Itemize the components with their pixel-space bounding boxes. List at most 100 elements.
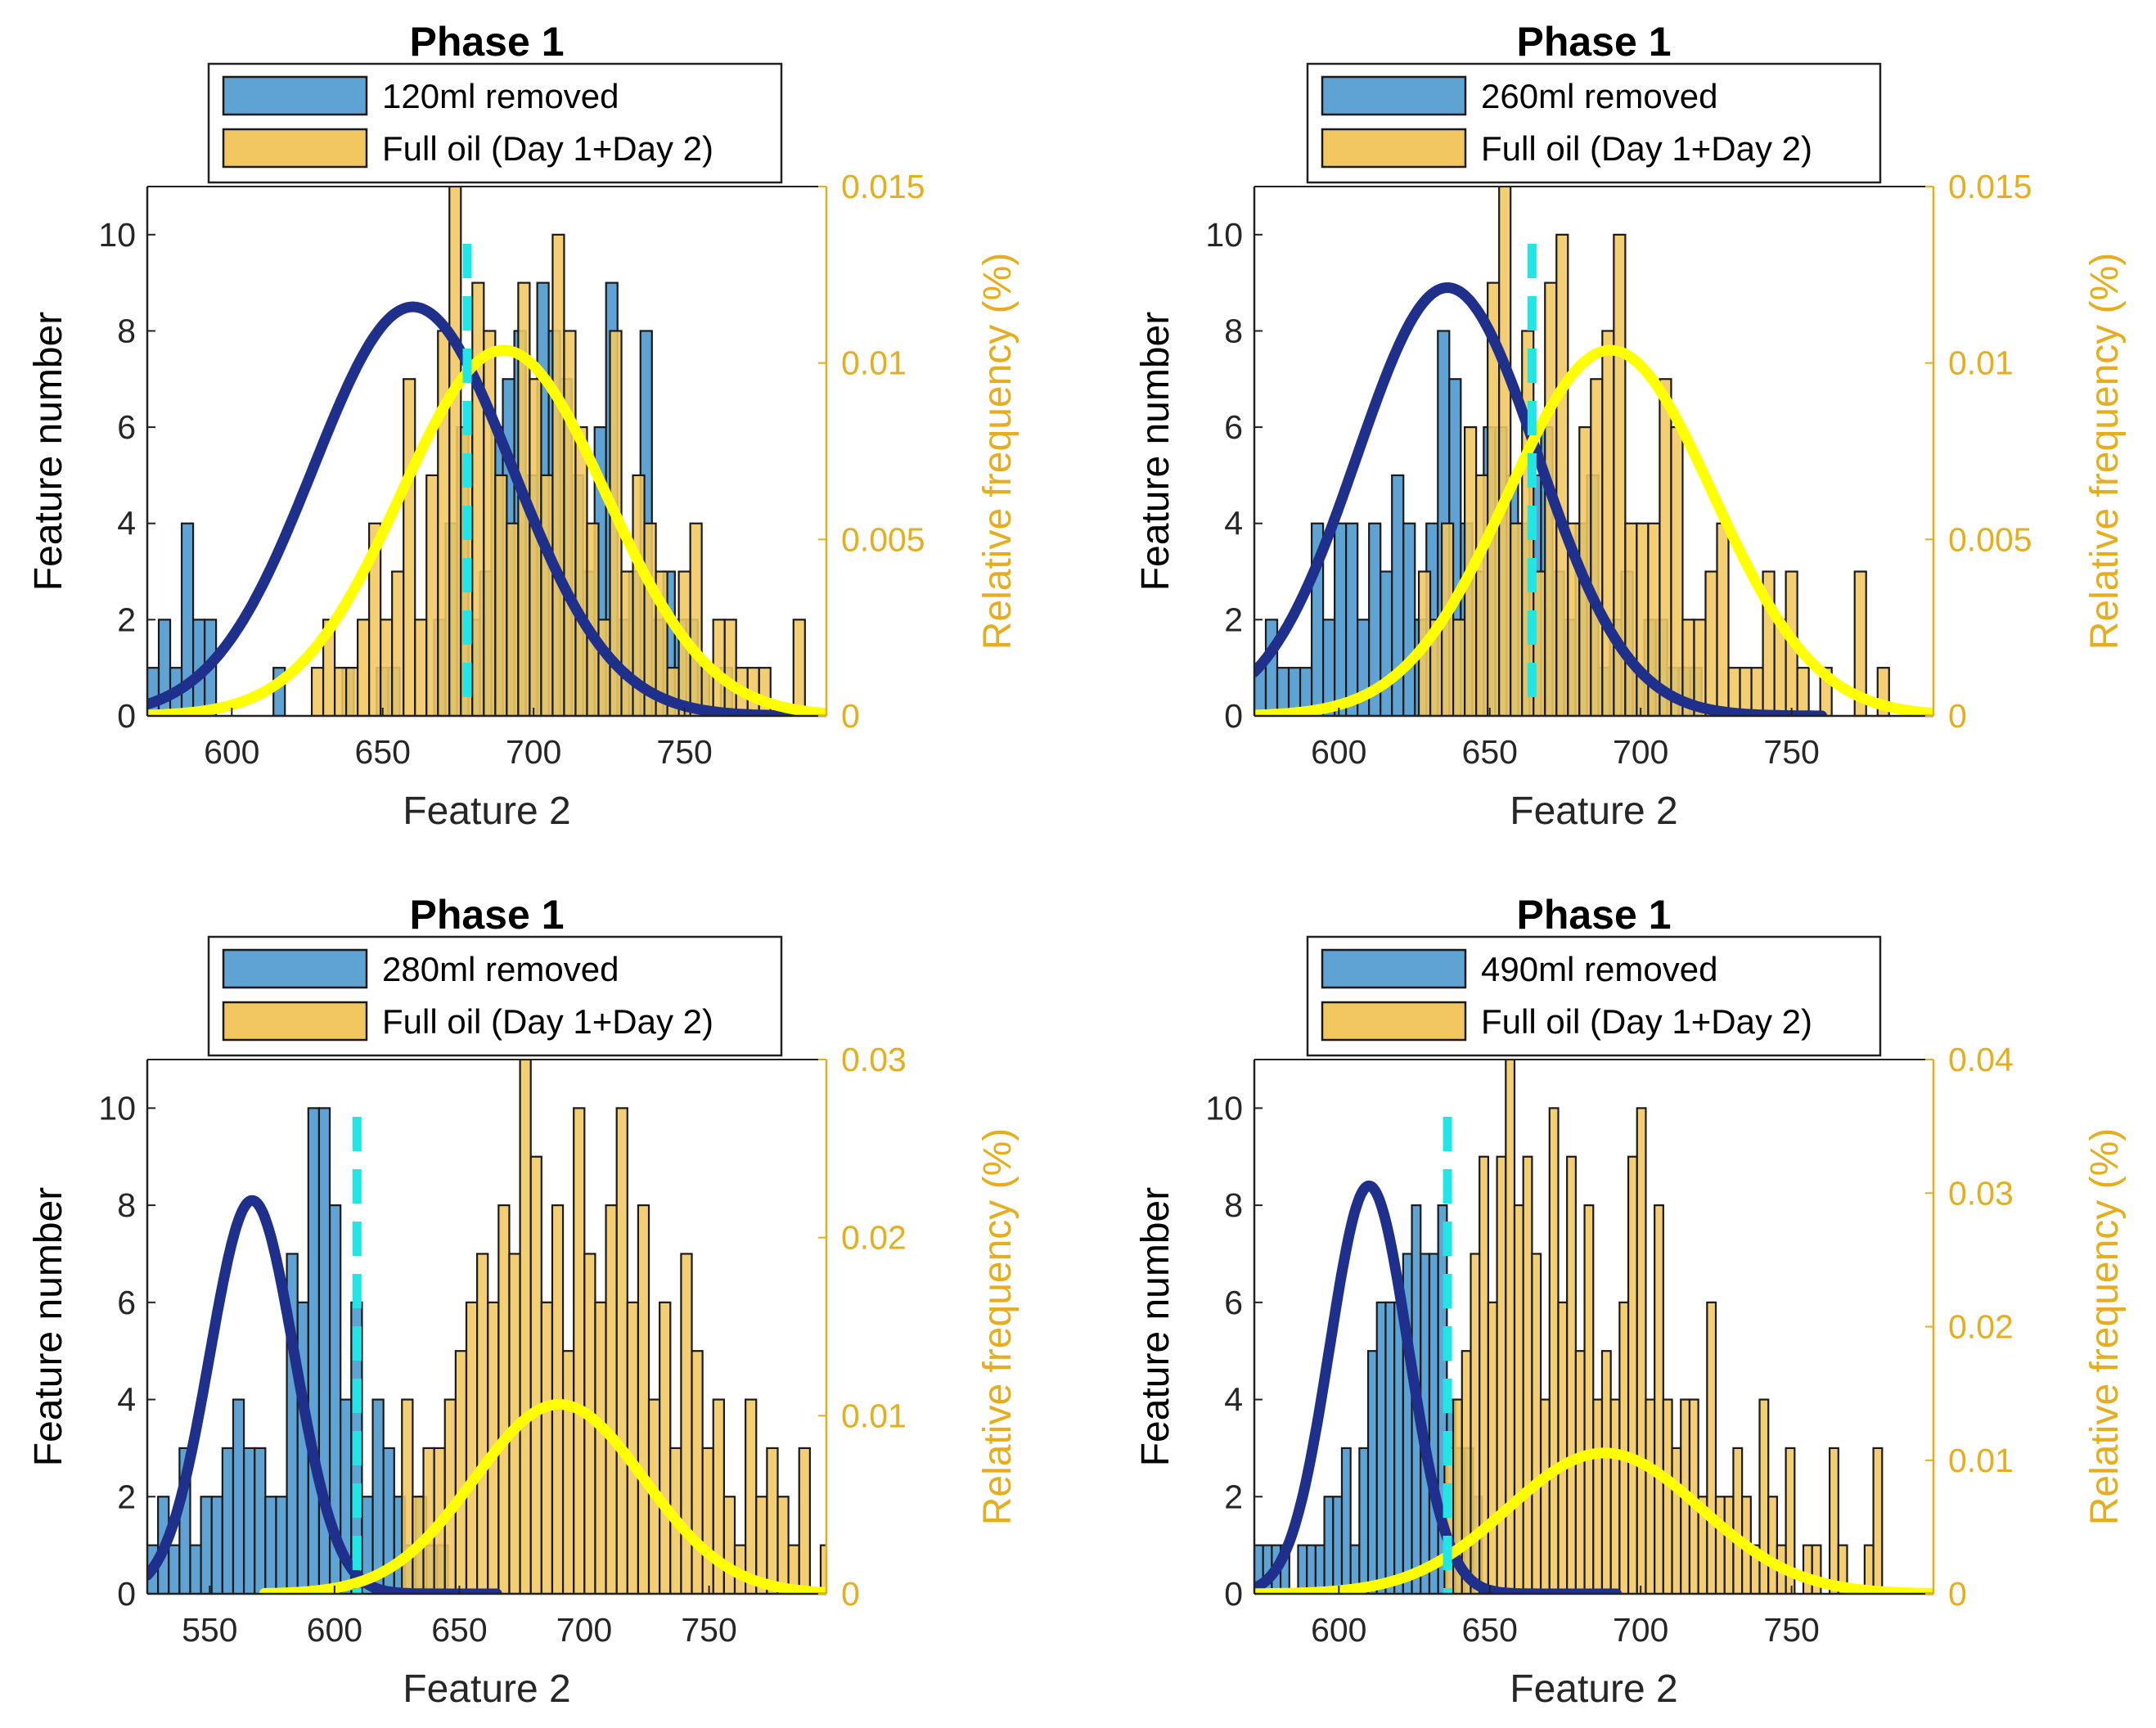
histogram-bar [1393,1301,1404,1594]
full-oil-fit-curve [1254,1447,1933,1594]
histogram-bar [403,378,416,716]
histogram-bar [307,1107,321,1594]
histogram-bar [917,1546,928,1594]
x-tick-label: 650 [431,1611,487,1649]
y-tick-label: 2 [117,1478,136,1515]
histogram-bar [1334,522,1348,716]
histogram-bar [907,1546,917,1594]
histogram-bar [597,619,611,716]
legend-swatch-full-oil [1321,1001,1467,1042]
histogram-bar [1340,1447,1352,1594]
histogram-bar [200,1496,213,1594]
histogram-bar [448,187,462,716]
plot-area [1254,1060,1933,1594]
histogram-bar [1671,1447,1682,1594]
right-tick-label: 0.03 [841,1041,907,1078]
right-tick-label: 0 [1948,1575,1967,1613]
histogram-bar [1461,1350,1472,1594]
histogram-bar [615,1107,628,1594]
right-tick-label: 0 [1948,697,1967,735]
histogram-bar [1853,570,1867,716]
legend: 280ml removed Full oil (Day 1+Day 2) [207,935,783,1057]
legend-swatch-removed [222,75,368,116]
histogram-bar [1366,1350,1378,1594]
x-tick-label: 550 [182,1611,237,1649]
histogram-bar [1375,1301,1387,1594]
y-tick-label: 8 [117,1186,136,1224]
legend-label: Full oil (Day 1+Day 2) [1481,129,1812,168]
histogram-bar [1487,1301,1498,1594]
x-tick-label: 700 [556,1611,612,1649]
legend-label: 490ml removed [1481,950,1717,988]
x-tick-label: 600 [204,733,259,771]
histogram-bar [210,1496,223,1594]
plot-area [1254,187,1933,716]
histogram-bar [626,1301,640,1594]
right-axis-label: Relative frequency (%) [2083,1128,2127,1526]
right-axis-label: Relative frequency (%) [976,1128,1019,1526]
histogram-bar [483,330,497,716]
histogram-bar [766,1447,779,1594]
right-tick-label: 0.015 [841,168,925,205]
histogram-bar [1590,378,1604,716]
histogram-bar [792,619,806,716]
histogram-bar [1539,1398,1551,1594]
x-axis-label: Feature 2 [403,1667,570,1711]
y-tick-label: 6 [1224,408,1243,446]
chart-title: Phase 1 [1516,19,1671,65]
x-tick-label: 700 [506,733,561,771]
histogram-bar [1345,522,1359,716]
histogram-bar [561,1350,575,1594]
histogram-bar [465,1301,479,1594]
chart-title: Phase 1 [409,892,564,938]
chart-panel-1: 600 650 700 750 0 2 4 6 8 10 0 0.005 0.01 0.015 Featur… [27,19,1019,833]
legend-label: 120ml removed [382,77,619,115]
x-tick-label: 750 [1763,1611,1819,1649]
histogram-bar [1384,1301,1396,1594]
histogram-bar [1659,378,1672,716]
y-tick-label: 2 [117,601,136,638]
histogram-bar [701,1447,714,1594]
right-tick-label: 0.005 [1948,520,2032,558]
histogram-bar [1264,619,1279,716]
histogram-bar [242,1447,256,1594]
legend-swatch-removed [222,948,368,989]
full-oil-fit-curve [259,1399,826,1594]
y-tick-label: 0 [1224,1575,1243,1613]
y-tick-label: 0 [117,697,136,735]
y-tick-label: 10 [1205,216,1243,254]
histogram-bar [1704,570,1718,716]
histogram-bar [519,1060,532,1594]
histogram-bar [637,1204,650,1594]
histogram-bar [529,1155,542,1594]
x-tick-label: 600 [307,1611,362,1649]
histogram-bar [1654,1204,1664,1594]
legend-label: Full oil (Day 1+Day 2) [1481,1002,1812,1041]
histogram-bar [454,1350,468,1594]
histogram-bar [1802,1544,1813,1594]
histogram-bar [1636,1107,1647,1594]
histogram-bar [1636,522,1650,716]
histogram-bar [1475,474,1489,716]
histogram-bar [1750,667,1764,716]
histogram-bar [1522,1155,1533,1594]
legend-label: Full oil (Day 1+Day 2) [382,129,713,168]
histogram-bar [885,1448,896,1594]
y-tick-label: 4 [1224,505,1243,542]
histogram-bar [723,619,737,716]
histogram-bar [1574,1350,1586,1594]
histogram-bar [1297,1544,1308,1594]
histogram-bar [264,1496,277,1594]
histogram-bar [1323,1496,1335,1594]
histogram-bar [443,1398,457,1594]
y-tick-label: 4 [117,505,136,542]
plot-area [147,1060,928,1594]
x-tick-label: 750 [1763,733,1819,771]
y-tick-label: 2 [1224,601,1243,638]
legend-swatch-removed [1321,948,1467,989]
histogram-bar [1829,1447,1839,1594]
histogram-bar [839,572,851,716]
chart-panel-2: 600 650 700 750 0 2 4 6 8 10 0 0.005 0.01 0.015 Featur… [1134,19,2127,833]
right-tick-label: 0.01 [1948,344,2014,382]
removed-fit-curve [1254,1180,1623,1594]
